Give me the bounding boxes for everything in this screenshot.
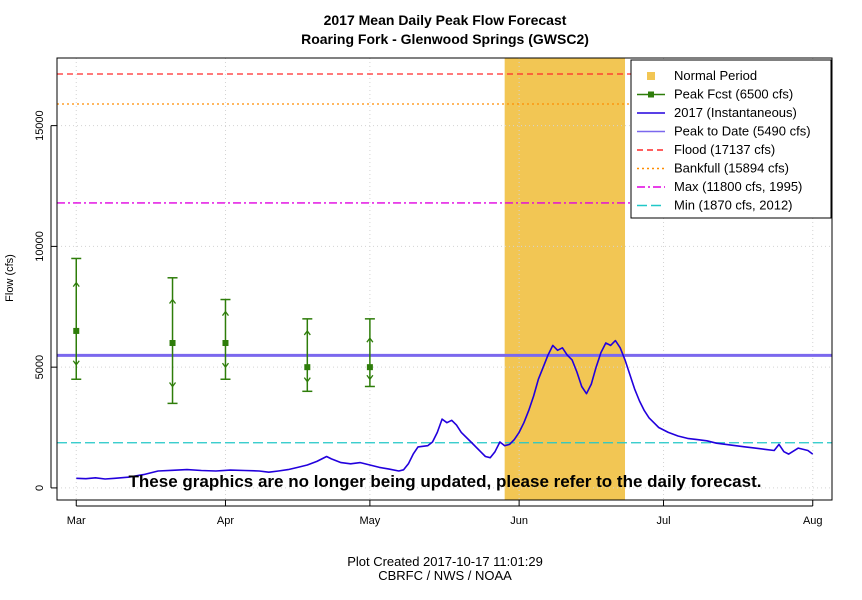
x-tick-label: Mar: [67, 515, 86, 527]
legend: Normal Period Peak Fcst (6500 cfs) 2017 (I…: [630, 59, 832, 219]
y-axis-label: Flow (cfs): [4, 254, 16, 302]
forecast-marker: [169, 340, 176, 347]
x-tick-label: Jul: [656, 515, 670, 527]
forecast-inner-low-arrow: [303, 377, 311, 383]
legend-label: Peak to Date (5490 cfs): [674, 124, 811, 139]
forecast-layer: [71, 257, 375, 405]
peak-forecast-point: [302, 318, 313, 393]
forecast-inner-high-arrow: [303, 329, 311, 336]
legend-item: Bankfull (15894 cfs): [637, 161, 789, 176]
forecast-inner-high-arrow: [169, 298, 177, 304]
legend-item: 2017 (Instantaneous): [637, 105, 797, 120]
x-tick-label: May: [359, 515, 380, 527]
grid-layer: [57, 58, 832, 500]
legend-label: Min (1870 cfs, 2012): [674, 198, 793, 213]
forecast-marker: [222, 340, 229, 347]
plot-frame: [56, 57, 833, 501]
peak-forecast-point: [220, 298, 231, 380]
legend-label: Max (11800 cfs, 1995): [674, 179, 802, 194]
forecast-inner-low-arrow: [221, 362, 229, 369]
chart-subtitle: Roaring Fork - Glenwood Springs (GWSC2): [301, 31, 589, 47]
legend-swatch-marker: [648, 91, 654, 98]
x-tick-label: Apr: [217, 515, 234, 527]
y-tick-label: 0: [34, 485, 46, 491]
y-tick-label: 10000: [34, 231, 46, 262]
legend-item: Flood (17137 cfs): [637, 142, 775, 157]
series-line-2017-instantaneous: [76, 339, 814, 480]
legend-label: Normal Period: [674, 68, 757, 83]
forecast-inner-low-arrow: [72, 360, 80, 366]
forecast-marker: [366, 364, 373, 371]
peak-forecast-point: [364, 318, 375, 388]
normal-period-layer: [504, 58, 626, 500]
forecast-marker: [304, 364, 311, 371]
forecast-marker: [73, 327, 80, 334]
forecast-inner-high-arrow: [366, 337, 374, 343]
x-tick-label: Jun: [510, 515, 528, 527]
y-tick-label: 5000: [34, 355, 46, 379]
legend-label: 2017 (Instantaneous): [674, 105, 797, 120]
chart-title: 2017 Mean Daily Peak Flow Forecast: [324, 12, 567, 28]
legend-item: Min (1870 cfs, 2012): [637, 198, 793, 213]
legend-item: Max (11800 cfs, 1995): [637, 179, 802, 194]
legend-box: [630, 59, 832, 219]
legend-item: Peak Fcst (6500 cfs): [637, 87, 793, 102]
x-tick-label: Aug: [803, 515, 823, 527]
legend-item: Normal Period: [647, 68, 757, 83]
legend-item: Peak to Date (5490 cfs): [637, 124, 811, 139]
series-layer: [76, 339, 814, 480]
legend-label: Bankfull (15894 cfs): [674, 161, 789, 176]
y-tick-label: 15000: [34, 110, 46, 141]
plot-created-timestamp: Plot Created 2017-10-17 11:01:29: [347, 554, 543, 569]
stale-data-notice: These graphics are no longer being updat…: [129, 472, 762, 491]
footer-credit: CBRFC / NWS / NOAA: [378, 568, 512, 583]
normal-period-band: [504, 58, 626, 500]
legend-swatch: [647, 72, 655, 80]
axis-layer: Mar Apr May Jun Jul Aug 0 5000 10000 15000: [34, 110, 823, 527]
legend-label: Peak Fcst (6500 cfs): [674, 87, 793, 102]
forecast-inner-low-arrow: [169, 382, 177, 388]
forecast-inner-high-arrow: [72, 281, 80, 288]
forecast-inner-low-arrow: [366, 374, 374, 381]
peak-forecast-point: [167, 277, 178, 405]
forecast-inner-high-arrow: [221, 310, 229, 316]
peak-forecast-point: [71, 257, 82, 380]
legend-label: Flood (17137 cfs): [674, 142, 775, 157]
